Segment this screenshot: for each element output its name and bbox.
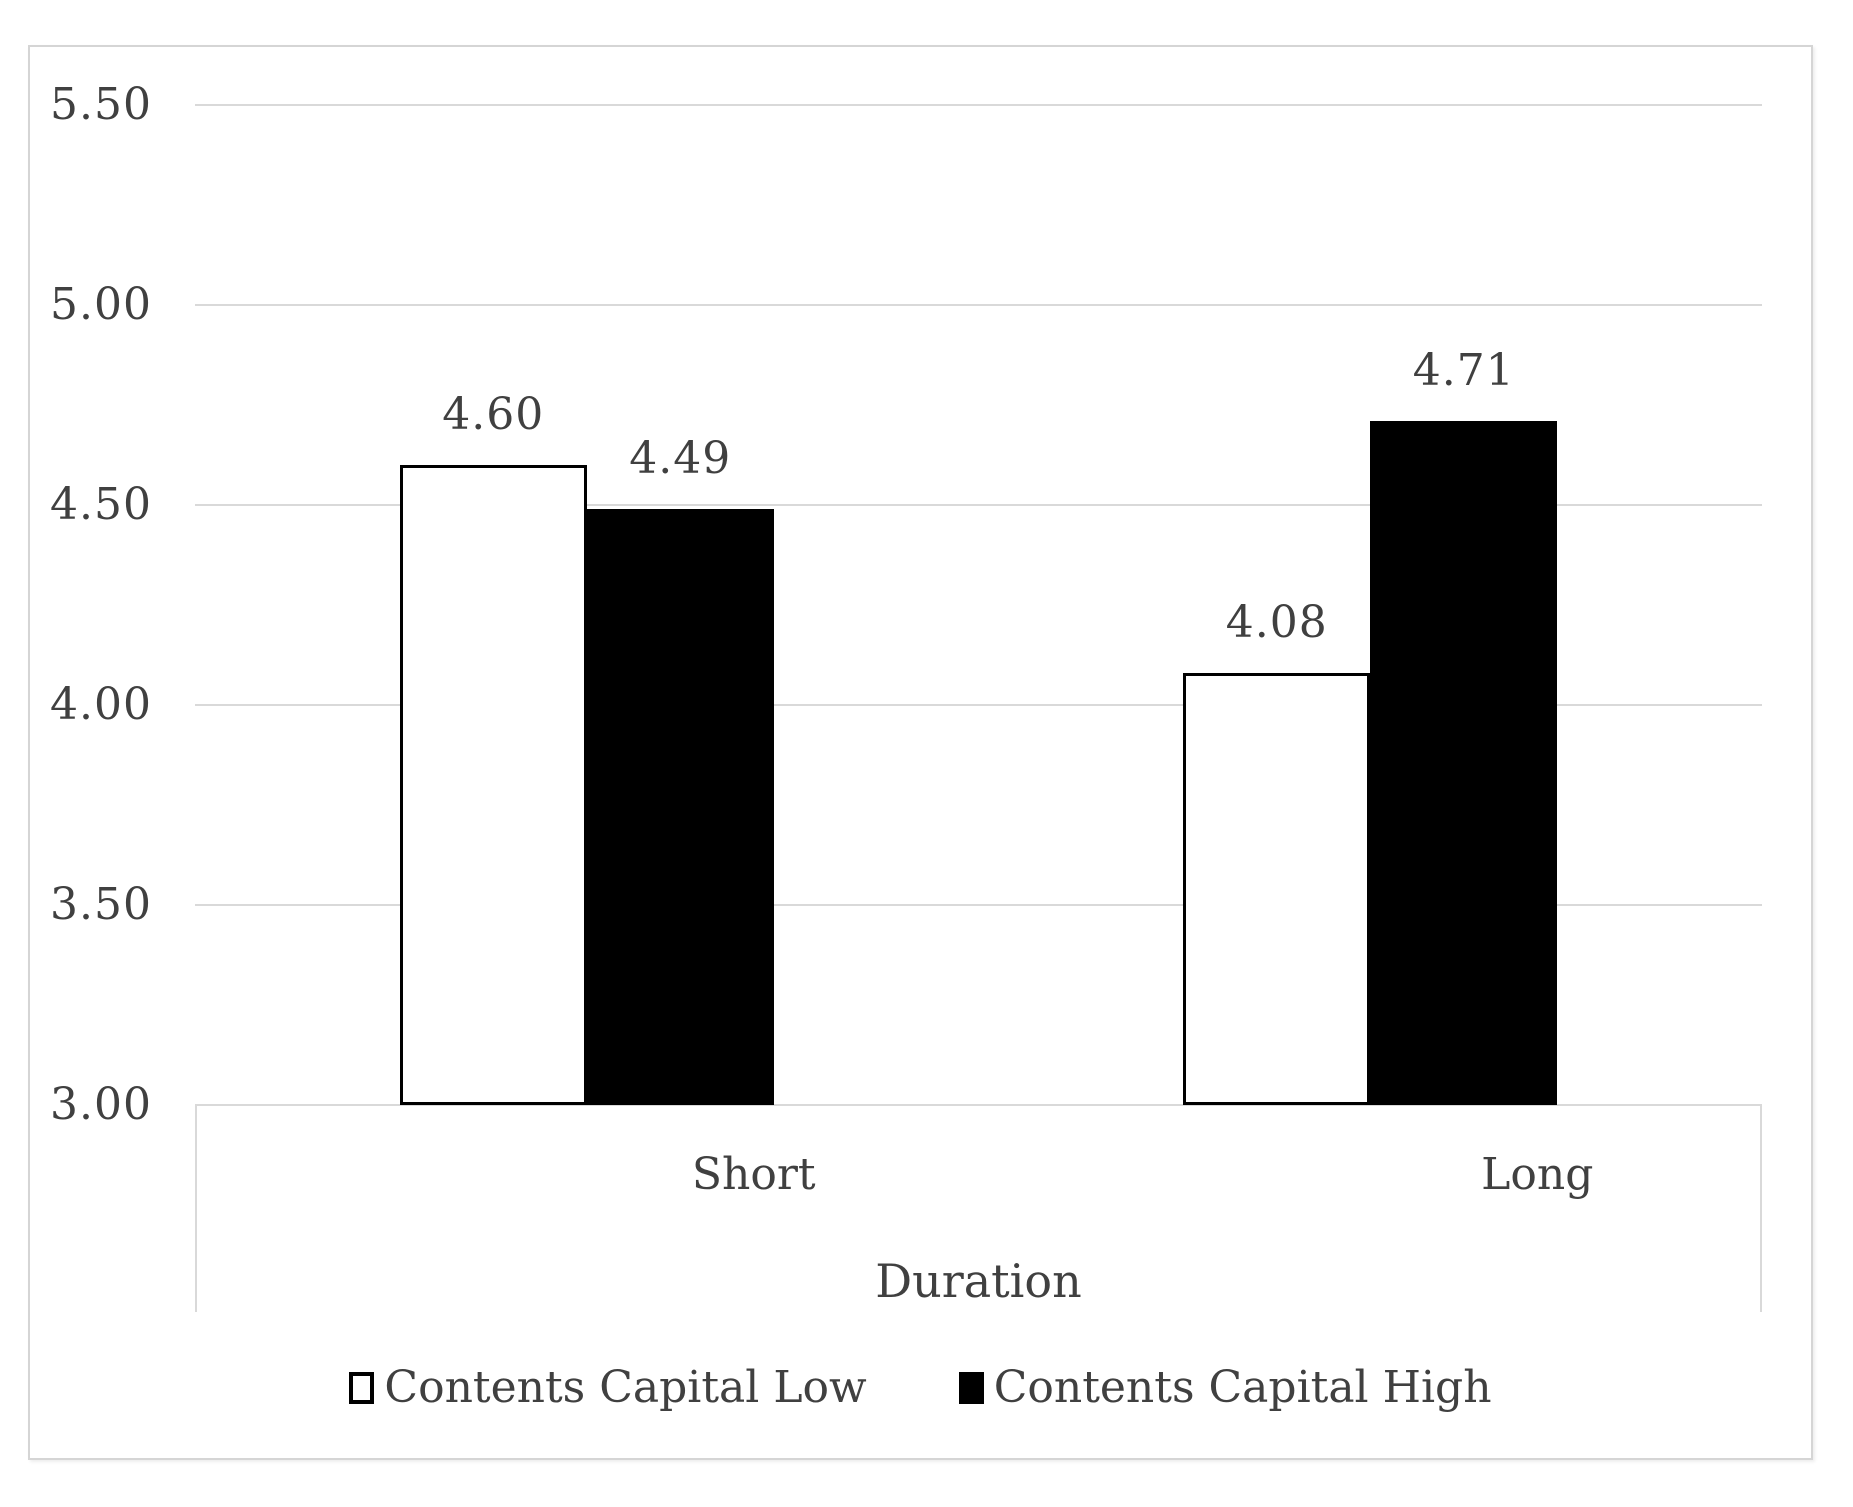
y-tick-label: 4.00	[50, 679, 152, 730]
data-label-short-contents-capital-high: 4.49	[629, 433, 732, 484]
y-tick-label: 5.00	[50, 279, 152, 330]
gridline-3.50	[195, 904, 1762, 906]
gridline-5.50	[195, 104, 1762, 106]
legend-label-contents-capital-low: Contents Capital Low	[384, 1362, 867, 1413]
y-tick-label: 4.50	[50, 479, 152, 530]
gridline-4.50	[195, 504, 1762, 506]
data-label-short-contents-capital-low: 4.60	[442, 389, 545, 440]
data-label-long-contents-capital-low: 4.08	[1225, 597, 1328, 648]
bar-long-contents-capital-low	[1183, 673, 1371, 1105]
gridline-3.00	[195, 1104, 1762, 1106]
legend: Contents Capital Low Contents Capital Hig…	[30, 1362, 1811, 1414]
bar-short-contents-capital-low	[399, 465, 587, 1105]
gridline-4.00	[195, 704, 1762, 706]
legend-item-contents-capital-high: Contents Capital High	[958, 1362, 1492, 1414]
data-label-long-contents-capital-high: 4.71	[1412, 345, 1515, 396]
legend-item-contents-capital-low: Contents Capital Low	[349, 1362, 867, 1414]
x-axis-title: Duration	[875, 1254, 1082, 1308]
category-label-long: Long	[1481, 1149, 1594, 1200]
y-tick-label: 3.00	[50, 1079, 152, 1130]
legend-marker-contents-capital-low-icon	[349, 1372, 375, 1404]
y-tick-label: 5.50	[50, 79, 152, 130]
bar-short-contents-capital-high	[586, 509, 774, 1105]
category-label-short: Short	[691, 1149, 816, 1200]
bar-long-contents-capital-high	[1370, 421, 1558, 1105]
gridline-5.00	[195, 304, 1762, 306]
x-axis-strip: Short Long Duration	[195, 1105, 1762, 1312]
figure-frame: 5.50 5.00 4.50 4.00 3.50 3.00 4.60 4.49 4.08 4.71…	[28, 45, 1813, 1460]
legend-marker-contents-capital-high-icon	[958, 1372, 984, 1404]
y-tick-label: 3.50	[50, 879, 152, 930]
legend-label-contents-capital-high: Contents Capital High	[993, 1362, 1492, 1413]
